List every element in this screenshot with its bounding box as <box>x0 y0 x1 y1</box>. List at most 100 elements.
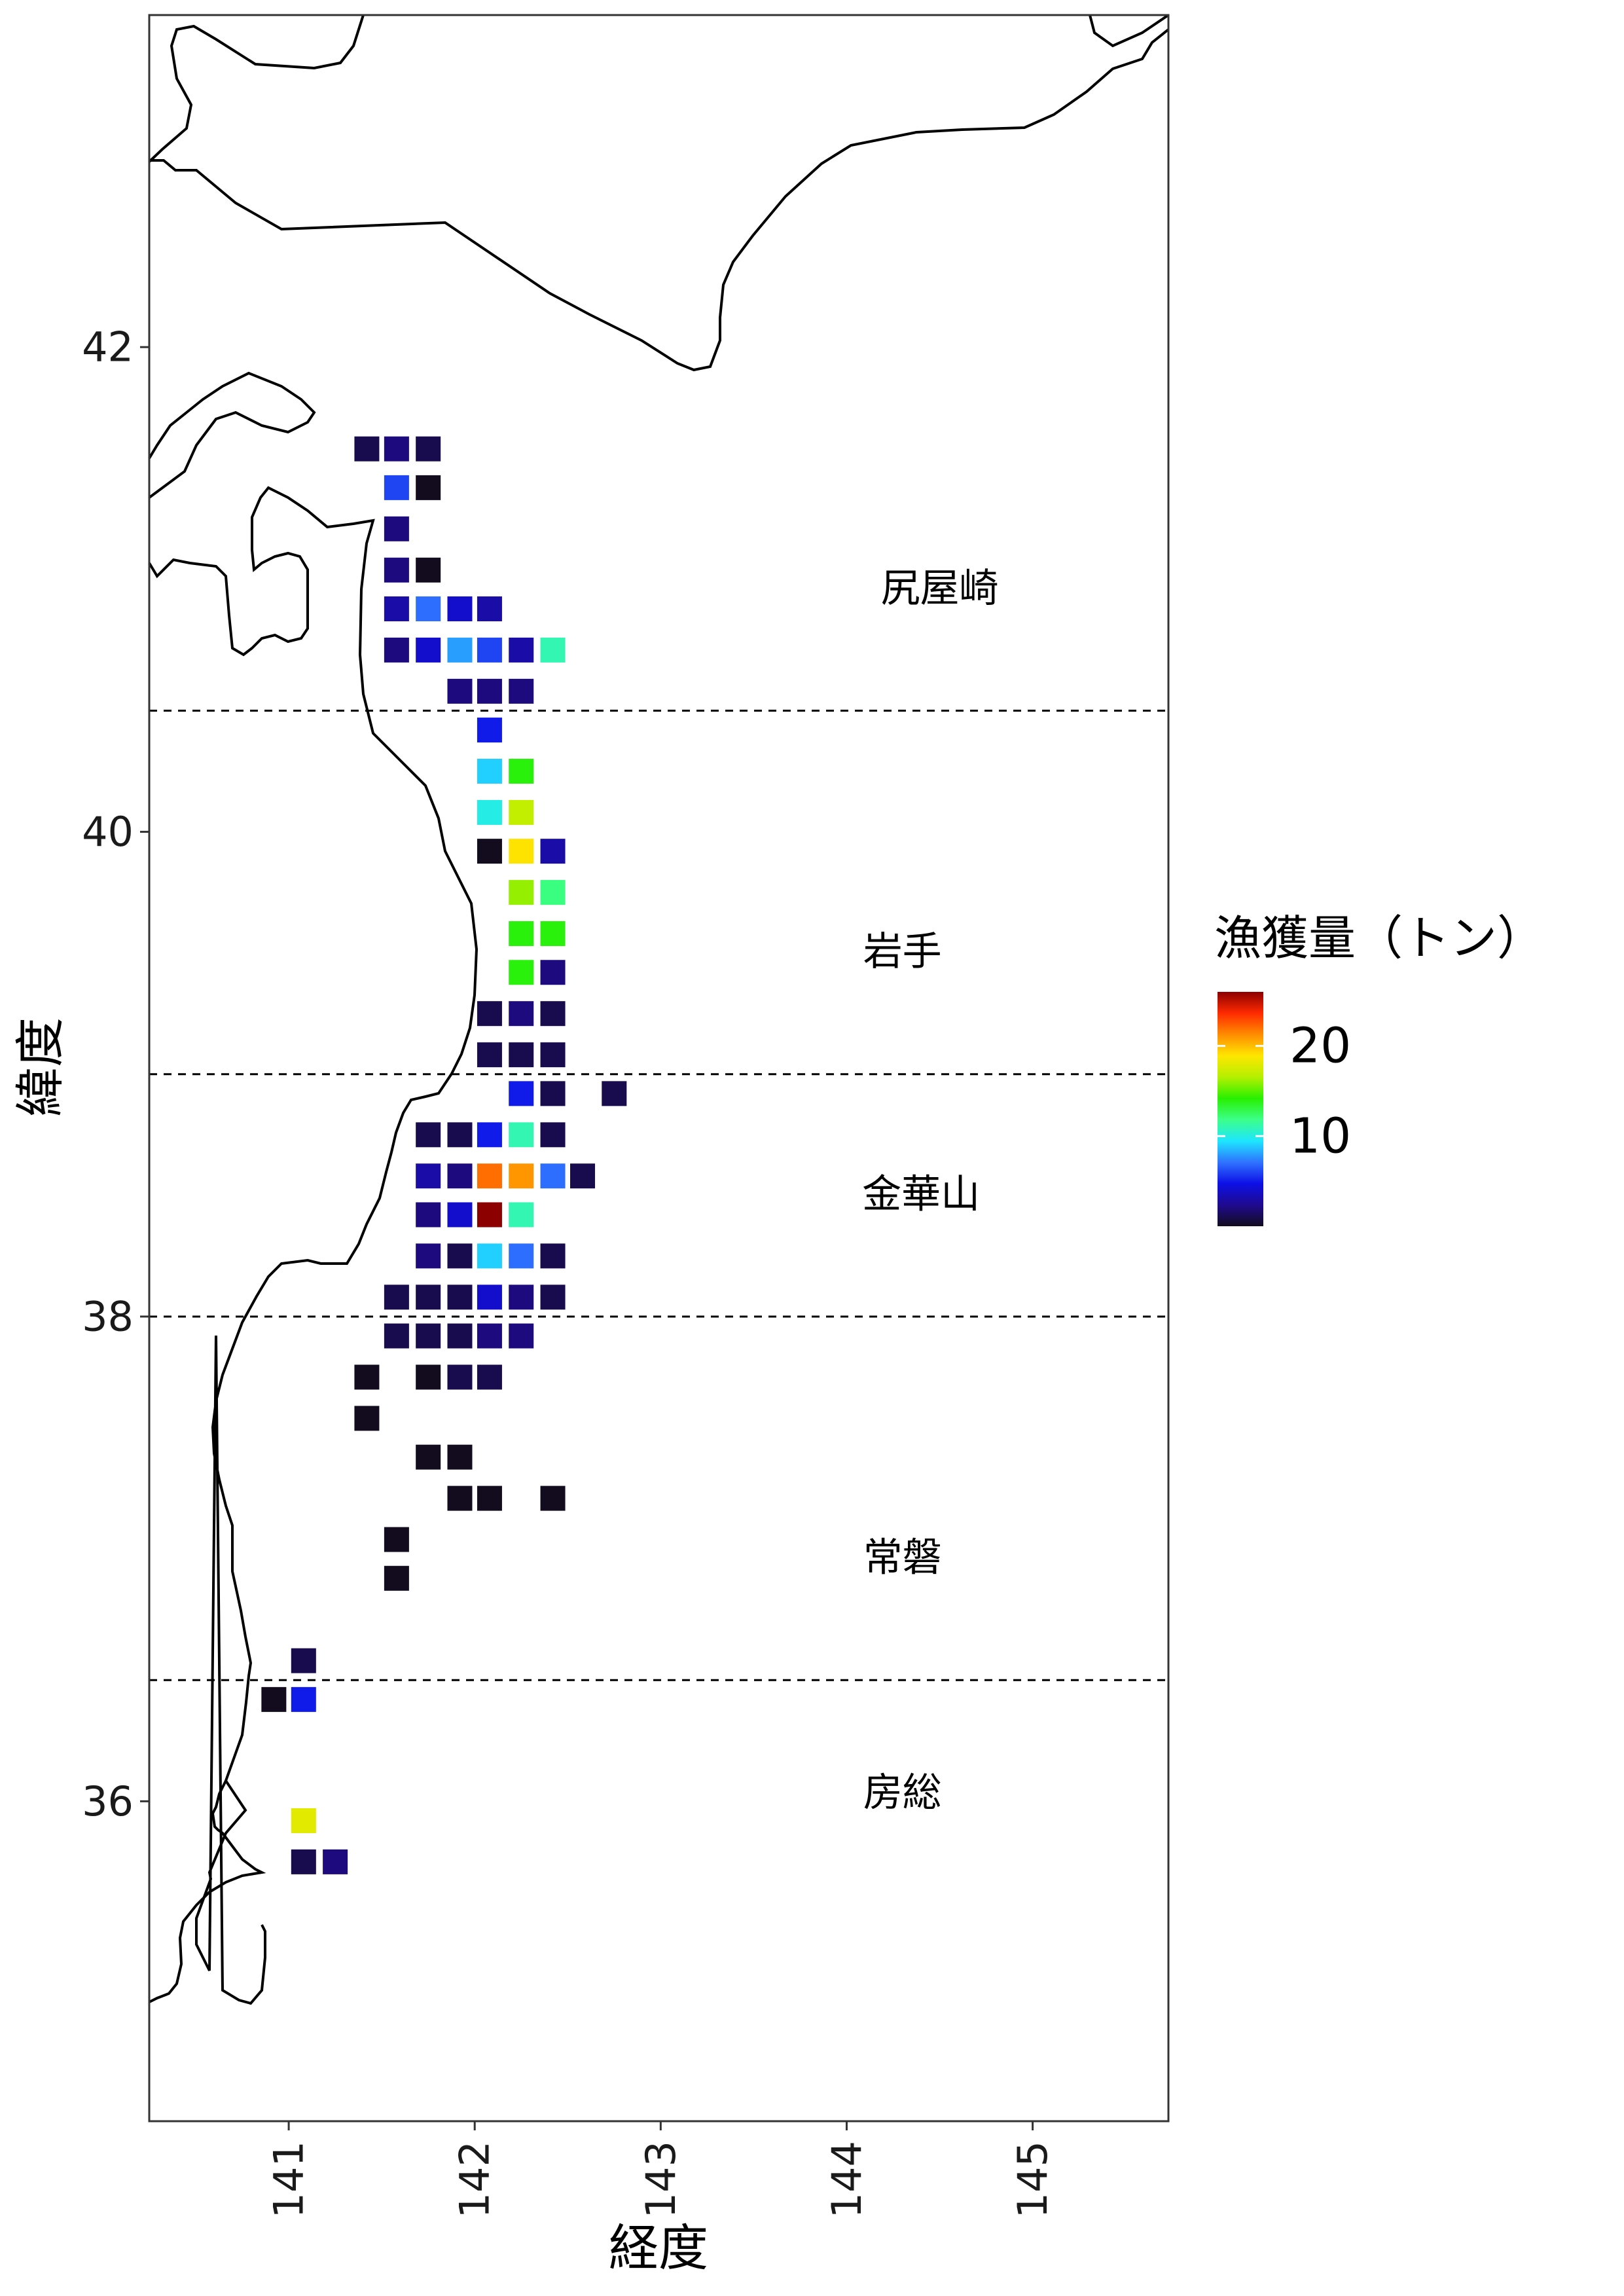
catch-cell <box>477 1323 502 1349</box>
catch-cell <box>570 1163 596 1189</box>
catch-cell <box>477 1243 502 1269</box>
region-label: 尻屋崎 <box>881 566 999 611</box>
catch-cell <box>447 1323 473 1349</box>
catch-cell <box>291 1808 316 1833</box>
catch-cell <box>477 799 502 825</box>
catch-cell <box>509 1323 534 1349</box>
catch-cell <box>477 1122 502 1148</box>
catch-cell <box>384 557 409 583</box>
catch-cell <box>477 1202 502 1228</box>
catch-cell <box>416 1364 441 1390</box>
catch-cell <box>447 1122 473 1148</box>
catch-cell <box>384 1285 409 1310</box>
catch-cell <box>540 960 566 985</box>
catch-cell <box>416 596 441 621</box>
legend-colorbar <box>1218 992 1263 1226</box>
catch-cell <box>416 1323 441 1349</box>
x-tick-label: 144 <box>823 2141 871 2218</box>
catch-cell <box>384 475 409 500</box>
plot-border <box>148 14 1170 2123</box>
catch-cell <box>416 1122 441 1148</box>
catch-cell <box>447 1364 473 1390</box>
catch-cell <box>416 1285 441 1310</box>
catch-cell <box>384 516 409 541</box>
catch-cell <box>509 1202 534 1228</box>
region-boundaries <box>149 709 1168 1681</box>
catch-cell <box>540 637 566 663</box>
catch-cell <box>416 637 441 663</box>
catch-cell <box>291 1849 316 1874</box>
region-label: 房総 <box>863 1770 942 1816</box>
catch-cell <box>509 1001 534 1027</box>
coastline <box>148 14 1170 2005</box>
y-tick-label: 42 <box>82 323 134 371</box>
coastline-boso <box>149 1780 266 2003</box>
catch-cell <box>384 1527 409 1552</box>
legend-ticks: 10 20 <box>1218 1018 1351 1164</box>
catch-cell <box>509 799 534 825</box>
catch-cell <box>540 1243 566 1269</box>
catch-cell <box>540 921 566 947</box>
catch-cell <box>509 1122 534 1148</box>
catch-cell <box>384 596 409 621</box>
catch-cell <box>540 1042 566 1068</box>
y-tick-label: 38 <box>82 1292 134 1340</box>
catch-cell <box>477 839 502 864</box>
catch-cell <box>540 880 566 905</box>
catch-cell <box>477 637 502 663</box>
catch-cell <box>509 1285 534 1310</box>
catch-cell <box>540 1122 566 1148</box>
region-label: 常磐 <box>863 1535 942 1581</box>
catch-cell <box>384 637 409 663</box>
catch-cell <box>509 839 534 864</box>
y-tick-label: 40 <box>82 808 134 856</box>
catch-cell <box>509 880 534 905</box>
catch-cell <box>354 1364 380 1390</box>
catch-cell <box>509 1243 534 1269</box>
catch-cell <box>261 1686 287 1712</box>
legend: 漁獲量（トン） 10 20 <box>1214 911 1544 1226</box>
catch-cell <box>477 1163 502 1189</box>
catch-cell <box>509 1163 534 1189</box>
catch-cell <box>416 1163 441 1189</box>
catch-cell <box>509 1042 534 1068</box>
catch-cell <box>447 1163 473 1189</box>
catch-cell <box>540 1081 566 1106</box>
x-tick-label: 143 <box>637 2141 685 2218</box>
catch-cell <box>447 596 473 621</box>
region-label: 金華山 <box>862 1171 980 1217</box>
catch-cell <box>416 1444 441 1470</box>
catch-cell <box>540 1163 566 1189</box>
catch-cell <box>477 1485 502 1511</box>
catch-cell <box>509 678 534 704</box>
x-tick-label: 145 <box>1009 2141 1056 2218</box>
catch-cell <box>509 960 534 985</box>
region-label: 岩手 <box>863 929 942 975</box>
catch-cell <box>323 1849 348 1874</box>
catch-cell <box>509 637 534 663</box>
x-axis: 141 142 143 144 145 <box>265 2121 1056 2218</box>
catch-cell <box>477 1001 502 1027</box>
catch-cell <box>447 1444 473 1470</box>
catch-cell <box>477 678 502 704</box>
catch-cell <box>416 1243 441 1269</box>
catch-cell <box>540 1285 566 1310</box>
catch-cell <box>447 1285 473 1310</box>
catch-cell <box>477 718 502 743</box>
catch-cell <box>447 1243 473 1269</box>
catch-cell <box>477 596 502 621</box>
legend-tick-label: 10 <box>1290 1108 1351 1164</box>
catch-cell <box>416 557 441 583</box>
catch-cell <box>477 1364 502 1390</box>
catch-cell <box>477 1285 502 1310</box>
catch-cell <box>540 1001 566 1027</box>
catch-cell <box>477 1042 502 1068</box>
catch-cell <box>509 921 534 947</box>
catch-cell <box>384 1323 409 1349</box>
catch-cell <box>291 1686 316 1712</box>
coastline-hokkaido-west <box>148 14 365 163</box>
catch-cell <box>384 436 409 462</box>
